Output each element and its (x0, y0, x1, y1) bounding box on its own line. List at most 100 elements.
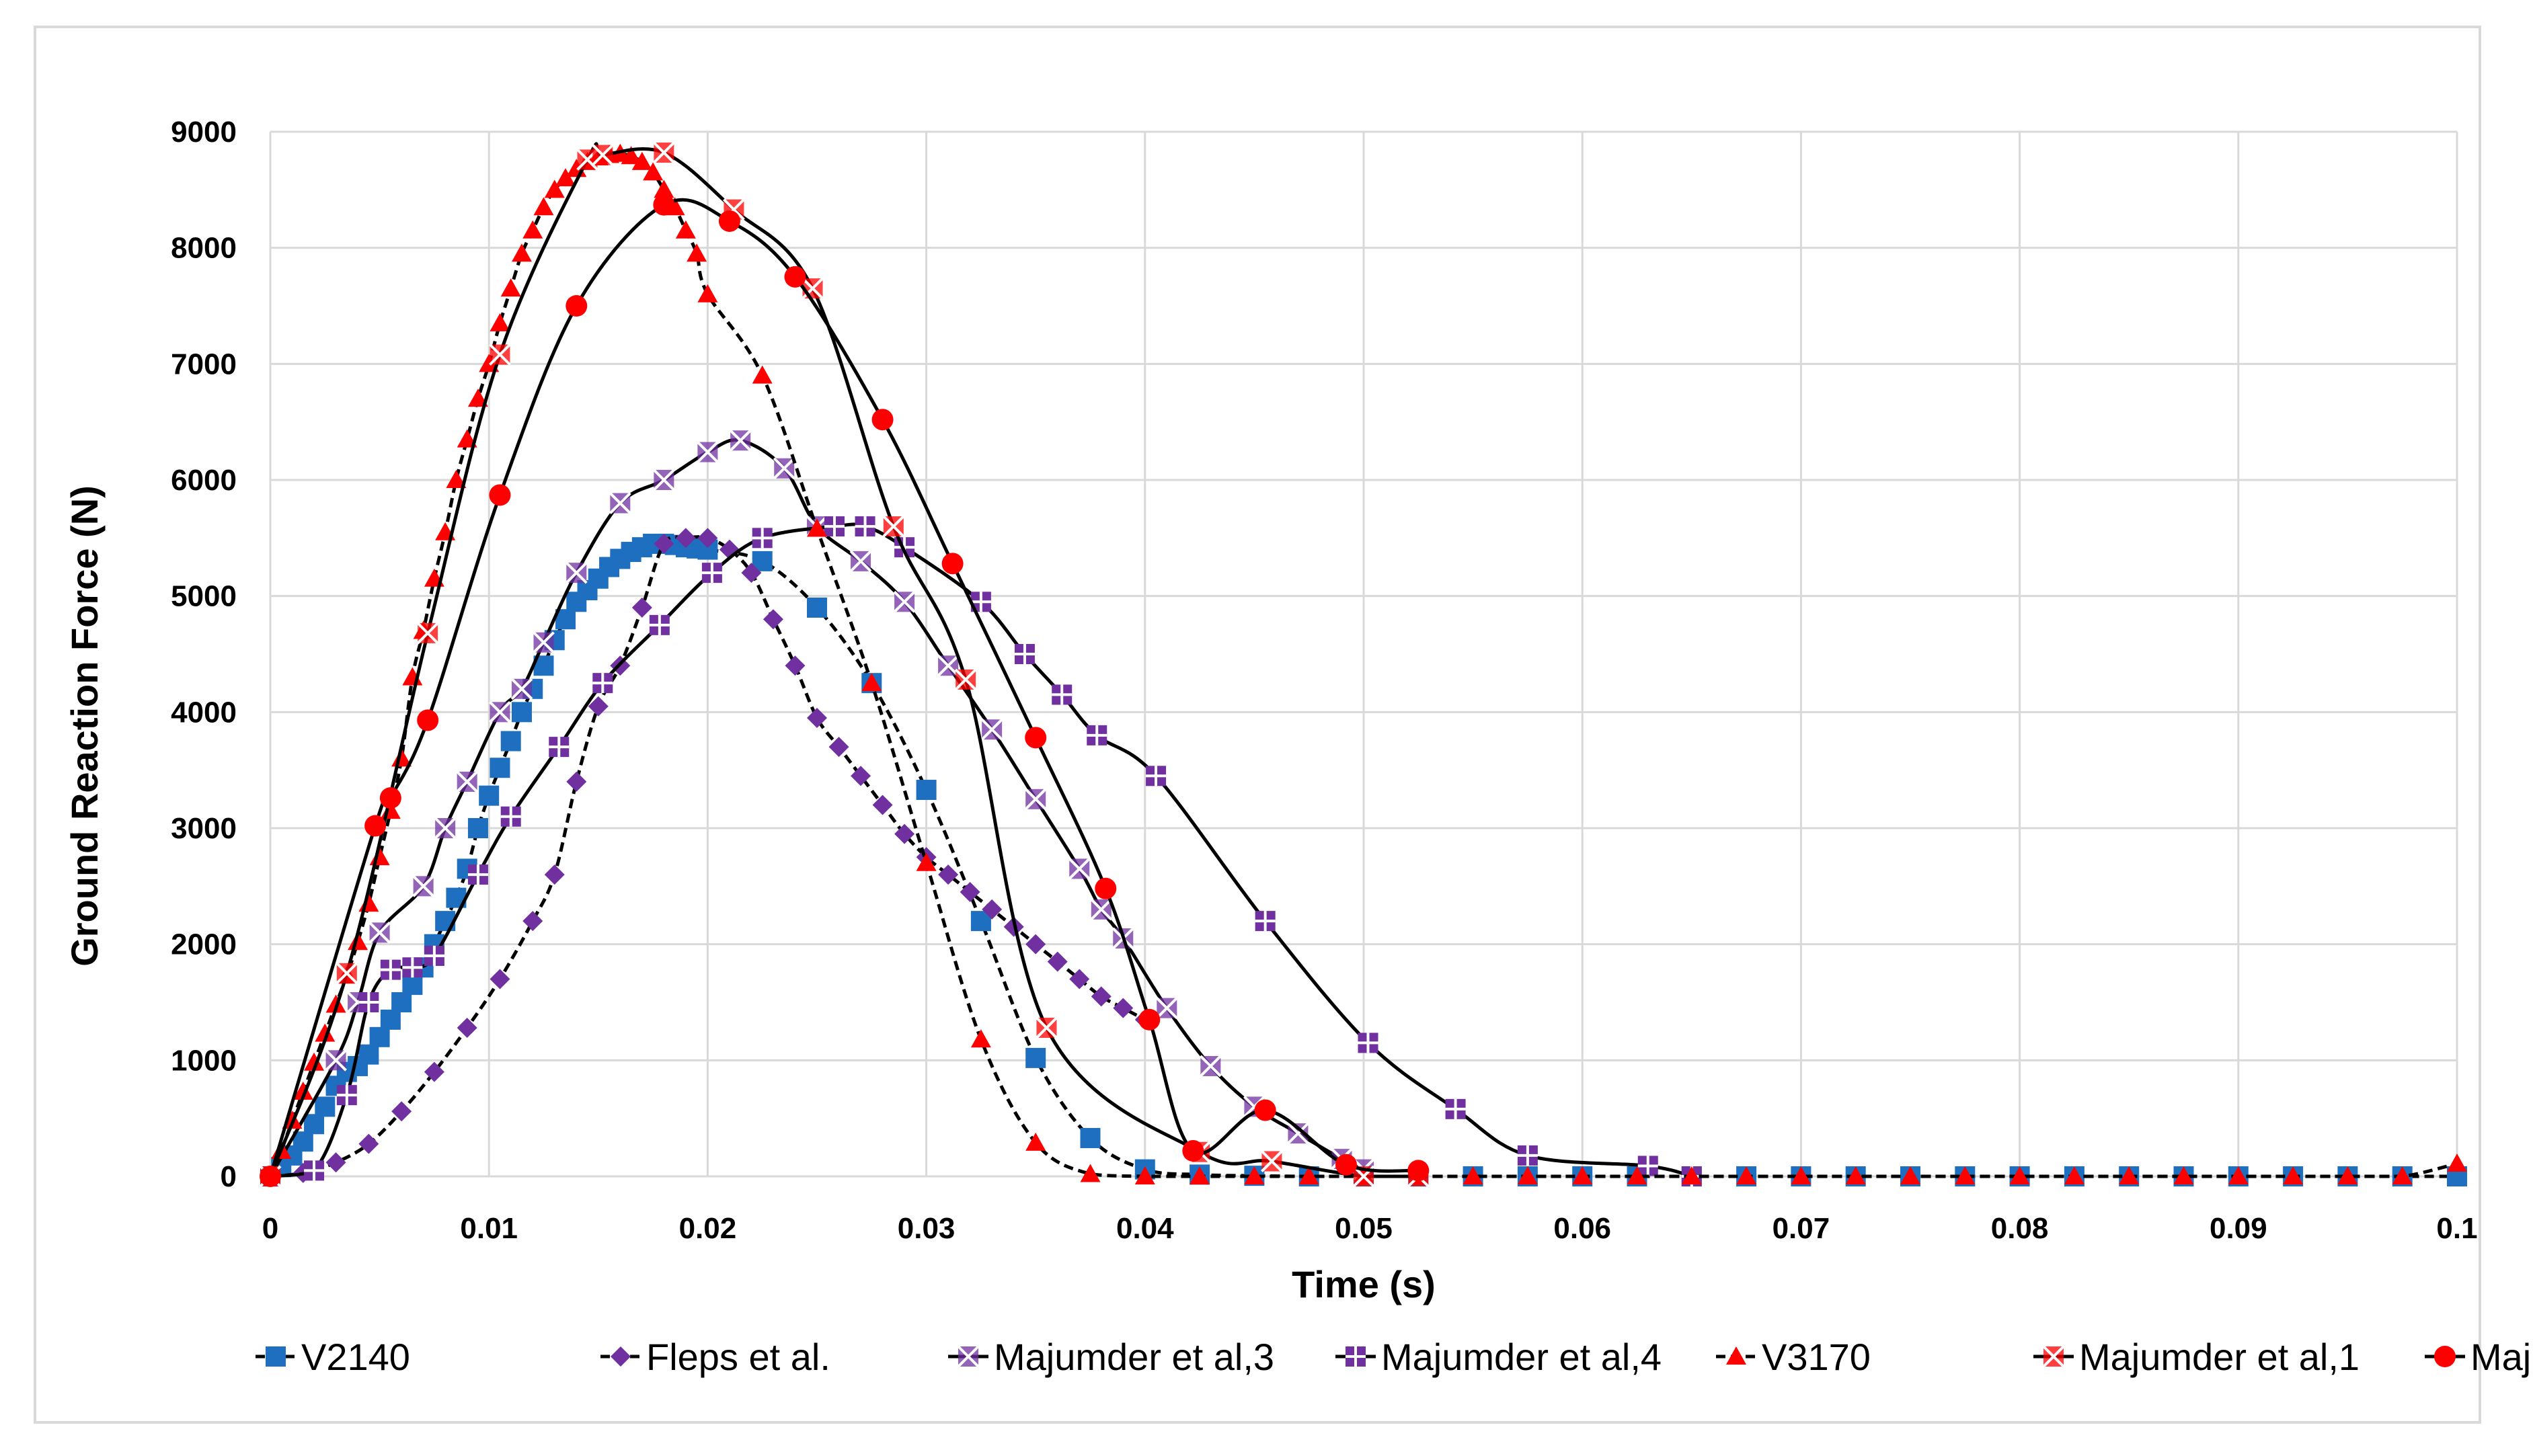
data-point (391, 1101, 412, 1122)
x-tick-label: 0.06 (1553, 1212, 1611, 1245)
data-point (489, 343, 511, 366)
data-point (336, 1085, 357, 1106)
data-point (1047, 951, 1068, 972)
data-point (1244, 1166, 1265, 1184)
data-point (696, 441, 719, 463)
data-point (1255, 911, 1276, 932)
data-point (489, 700, 511, 723)
data-point (807, 707, 827, 728)
data-point (609, 492, 631, 514)
data-point (1052, 684, 1073, 705)
data-point (1095, 877, 1117, 899)
legend-label: Majumder et al,4 (1381, 1336, 1662, 1378)
data-point (315, 1096, 336, 1117)
data-point (358, 992, 379, 1012)
data-point (424, 1061, 444, 1082)
x-tick-label: 0.05 (1335, 1212, 1393, 1245)
data-point (457, 429, 477, 448)
data-point (479, 785, 500, 806)
data-point (1463, 1166, 1483, 1184)
data-point (1637, 1156, 1658, 1176)
data-point (621, 146, 641, 165)
data-point (2337, 1166, 2358, 1184)
legend-marker (1346, 1346, 1366, 1367)
data-point (566, 295, 588, 317)
data-point (937, 654, 960, 677)
data-point (1024, 788, 1047, 811)
data-point (871, 409, 894, 431)
legend-marker (611, 1346, 631, 1367)
data-point (588, 696, 609, 717)
series-5 (259, 141, 1430, 1188)
data-point (1358, 1033, 1378, 1053)
data-point (549, 737, 570, 758)
data-point (336, 962, 358, 985)
data-point (1736, 1166, 1757, 1184)
data-point (652, 469, 675, 491)
legend-item: Majumder et al,4 (1335, 1336, 1662, 1378)
y-tick-label: 3000 (171, 812, 237, 845)
data-point (500, 806, 521, 827)
legend-marker (1726, 1346, 1746, 1365)
data-point (489, 484, 511, 506)
data-point (687, 243, 707, 262)
data-point (402, 957, 423, 978)
data-point (916, 780, 937, 801)
legend-item: Fleps et al. (600, 1336, 830, 1378)
data-point (773, 457, 795, 480)
grid-lines (269, 130, 2458, 1178)
data-point (2283, 1166, 2304, 1184)
y-tick-label: 7000 (171, 348, 237, 380)
legend-label: Majumder et al,1 (2079, 1336, 2360, 1378)
data-point (1069, 969, 1090, 989)
x-tick-label: 0.07 (1772, 1212, 1830, 1245)
legend-item: V2140 (256, 1336, 410, 1378)
data-point (729, 429, 752, 452)
y-tick-label: 2000 (171, 928, 237, 961)
data-point (555, 168, 576, 187)
data-point (763, 609, 783, 630)
data-point (954, 668, 977, 691)
data-point (434, 817, 457, 840)
data-point (980, 718, 1003, 741)
data-point (1025, 727, 1047, 749)
data-point (741, 563, 762, 583)
data-point (380, 959, 401, 980)
data-point (1517, 1166, 1538, 1184)
y-tick-label: 6000 (171, 464, 237, 497)
data-point (510, 678, 533, 700)
data-point (424, 945, 444, 966)
data-point (752, 528, 773, 549)
data-point (467, 818, 488, 838)
data-point (1261, 1150, 1283, 1172)
data-point (412, 875, 435, 897)
data-point (1407, 1160, 1430, 1182)
data-point (368, 921, 391, 944)
data-point (784, 266, 806, 288)
data-point (457, 1017, 477, 1038)
data-point (522, 911, 543, 932)
data-point (511, 702, 532, 723)
x-tick-label: 0 (262, 1212, 278, 1245)
data-point (591, 144, 614, 166)
data-point (260, 1166, 281, 1187)
data-point (1517, 1145, 1538, 1166)
data-point (402, 975, 423, 996)
data-point (2119, 1166, 2140, 1184)
data-point (511, 243, 532, 262)
y-tick-label: 4000 (171, 696, 237, 729)
data-point (2447, 1154, 2467, 1172)
data-point (1138, 1008, 1161, 1030)
x-tick-label: 0.09 (2210, 1212, 2267, 1245)
legend-marker (266, 1346, 286, 1367)
data-point (893, 590, 916, 613)
data-point (675, 528, 696, 549)
legend-label: V3170 (1762, 1336, 1871, 1378)
data-point (960, 881, 980, 902)
data-point (325, 1049, 347, 1071)
data-point (938, 864, 959, 885)
x-tick-label: 0.01 (460, 1212, 518, 1245)
data-point (522, 220, 543, 239)
data-point (1681, 1166, 1702, 1184)
data-point (2392, 1166, 2413, 1184)
